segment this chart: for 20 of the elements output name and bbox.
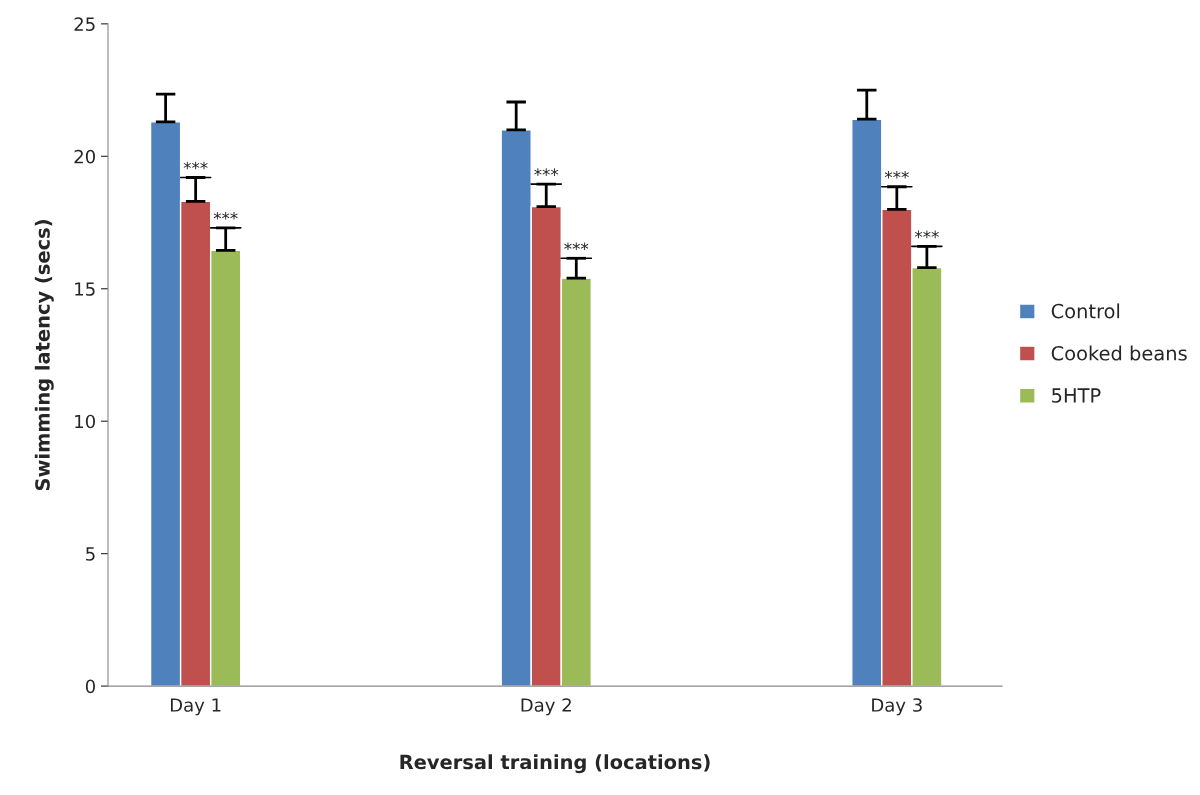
annotation: ***: [914, 230, 939, 239]
annotation: ***: [213, 211, 238, 220]
y-axis-title: Swimming latency (secs): [34, 220, 54, 491]
annotation: ***: [534, 168, 559, 176]
x-axis-title: Reversal training (locations): [400, 754, 710, 774]
legend-label: Control: [1051, 303, 1120, 319]
y-tick-label: 15: [75, 282, 95, 296]
x-tick-label: Day 3: [872, 698, 922, 716]
y-tick-label: 10: [75, 414, 95, 429]
y-tick-label: 20: [74, 149, 95, 164]
legend-label: Cooked beans: [1051, 345, 1187, 361]
annotation: ***: [884, 170, 909, 179]
y-tick-label: 25: [74, 17, 95, 31]
y-tick-label: 0: [85, 679, 95, 694]
annotation: ***: [183, 161, 208, 170]
annotation: ***: [564, 242, 589, 251]
x-tick-label: Day 1: [170, 698, 221, 716]
legend-label: 5HTP: [1052, 388, 1101, 403]
x-tick-label: Day 2: [521, 698, 571, 716]
y-tick-label: 5: [86, 547, 95, 561]
